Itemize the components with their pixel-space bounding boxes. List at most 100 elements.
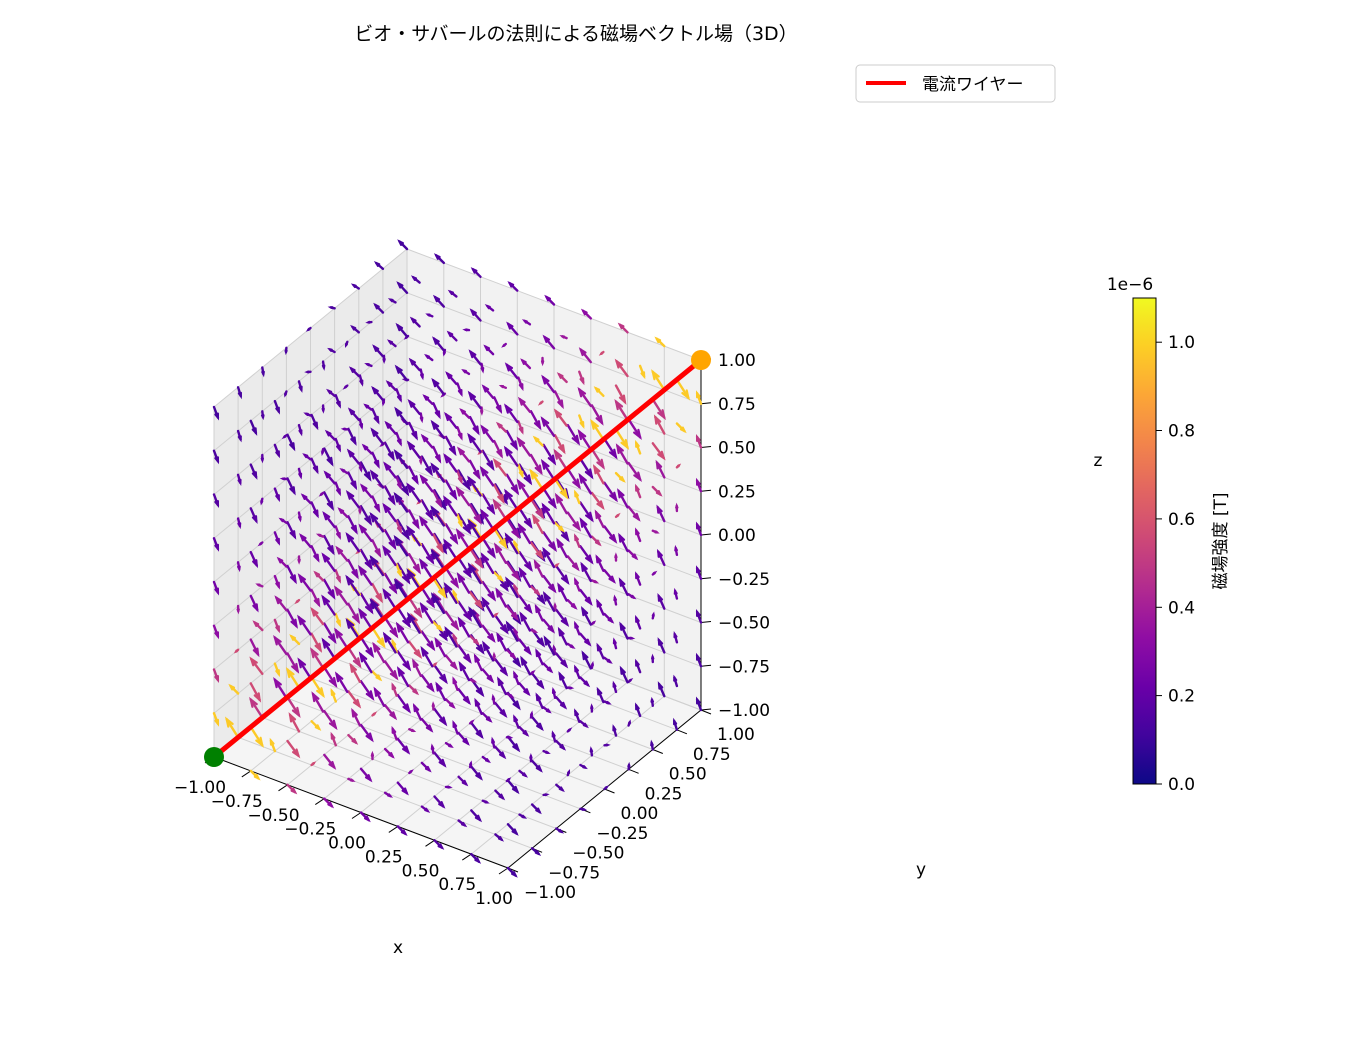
field-arrow bbox=[657, 593, 666, 610]
arrow-head bbox=[595, 554, 602, 564]
arrow-head bbox=[425, 553, 435, 565]
field-arrow bbox=[468, 415, 480, 436]
arrow-head bbox=[609, 491, 618, 503]
arrow-head bbox=[251, 471, 258, 480]
arrow-shaft bbox=[590, 420, 605, 441]
arrow-head bbox=[574, 533, 580, 542]
arrow-shaft bbox=[322, 639, 336, 660]
field-arrow bbox=[443, 538, 458, 561]
arrow-head bbox=[279, 477, 286, 481]
arrow-head bbox=[431, 701, 435, 708]
arrow-head bbox=[673, 674, 678, 682]
field-arrow bbox=[468, 678, 478, 683]
arrow-head bbox=[657, 637, 664, 646]
field-arrow bbox=[410, 275, 421, 284]
field-arrow bbox=[532, 513, 544, 535]
field-arrow bbox=[555, 696, 568, 710]
arrow-head bbox=[389, 669, 399, 681]
arrow-head bbox=[574, 620, 580, 629]
field-arrow bbox=[391, 638, 398, 654]
arrow-head bbox=[385, 380, 393, 387]
field-arrow bbox=[518, 507, 533, 529]
field-arrow bbox=[406, 568, 421, 591]
field-arrow bbox=[494, 701, 508, 719]
arrow-shaft bbox=[529, 470, 544, 491]
field-arrow bbox=[553, 390, 564, 410]
field-arrow bbox=[618, 532, 629, 553]
arrow-head bbox=[345, 574, 355, 586]
arrow-shaft bbox=[494, 614, 509, 634]
field-arrow bbox=[695, 608, 703, 624]
arrow-head bbox=[278, 517, 285, 523]
arrow-head bbox=[574, 708, 580, 717]
arrow-head bbox=[509, 652, 517, 660]
arrow-head bbox=[297, 515, 302, 523]
field-arrow bbox=[286, 783, 298, 795]
field-arrow bbox=[603, 437, 618, 460]
field-arrow bbox=[529, 453, 543, 476]
arrow-head bbox=[311, 761, 317, 766]
field-arrow bbox=[286, 608, 298, 629]
field-arrow bbox=[535, 648, 544, 666]
arrow-head bbox=[364, 559, 373, 571]
arrow-head bbox=[401, 787, 409, 796]
x-tick-label: 0.50 bbox=[402, 861, 440, 881]
field-arrow bbox=[455, 486, 471, 507]
arrow-head bbox=[408, 357, 416, 366]
field-arrow bbox=[480, 552, 495, 575]
field-arrow bbox=[556, 537, 568, 559]
z-tick-mark bbox=[700, 708, 712, 711]
field-arrow bbox=[555, 739, 567, 751]
arrow-head bbox=[324, 429, 332, 437]
arrow-head bbox=[291, 706, 301, 718]
field-arrow bbox=[359, 461, 372, 482]
field-arrow bbox=[574, 708, 581, 723]
arrow-head bbox=[313, 570, 321, 578]
field-arrow bbox=[408, 728, 417, 733]
field-arrow bbox=[566, 686, 575, 690]
arrow-head bbox=[524, 603, 533, 615]
field-arrow bbox=[627, 677, 634, 683]
field-arrow bbox=[603, 525, 618, 544]
field-arrow bbox=[614, 399, 629, 421]
field-arrow bbox=[249, 696, 264, 719]
arrow-head bbox=[443, 495, 452, 507]
field-arrow bbox=[323, 491, 335, 511]
field-arrow bbox=[480, 362, 485, 374]
arrow-shaft bbox=[382, 546, 397, 567]
arrow-head bbox=[452, 676, 458, 685]
arrow-head bbox=[560, 574, 570, 586]
arrow-head bbox=[534, 464, 543, 476]
field-arrow bbox=[358, 523, 373, 543]
arrow-head bbox=[523, 517, 533, 529]
arrow-head bbox=[536, 680, 545, 690]
field-arrow bbox=[542, 546, 556, 569]
arrow-head bbox=[486, 674, 495, 684]
arrow-head bbox=[529, 752, 533, 760]
arrow-head bbox=[311, 691, 320, 703]
arrow-shaft bbox=[651, 370, 666, 392]
field-arrow bbox=[593, 386, 605, 397]
arrow-shaft bbox=[553, 477, 568, 499]
arrow-head bbox=[500, 581, 509, 592]
arrow-head bbox=[323, 470, 331, 479]
arrow-shaft bbox=[394, 579, 409, 601]
arrow-head bbox=[545, 708, 552, 714]
arrow-head bbox=[557, 444, 566, 455]
field-arrow bbox=[383, 485, 396, 506]
arrow-head bbox=[372, 641, 381, 653]
field-arrow bbox=[555, 608, 570, 627]
arrow-head bbox=[299, 533, 307, 542]
arrow-head bbox=[419, 558, 428, 570]
field-arrow bbox=[444, 610, 460, 631]
arrow-head bbox=[431, 377, 440, 388]
arrow-head bbox=[443, 582, 453, 594]
arrow-shaft bbox=[323, 666, 337, 687]
arrow-shaft bbox=[518, 507, 533, 528]
field-arrow bbox=[627, 549, 639, 561]
field-arrow bbox=[580, 561, 592, 583]
arrow-shaft bbox=[370, 513, 385, 533]
arrow-head bbox=[419, 459, 423, 466]
arrow-head bbox=[275, 450, 280, 459]
field-arrow bbox=[347, 646, 362, 669]
